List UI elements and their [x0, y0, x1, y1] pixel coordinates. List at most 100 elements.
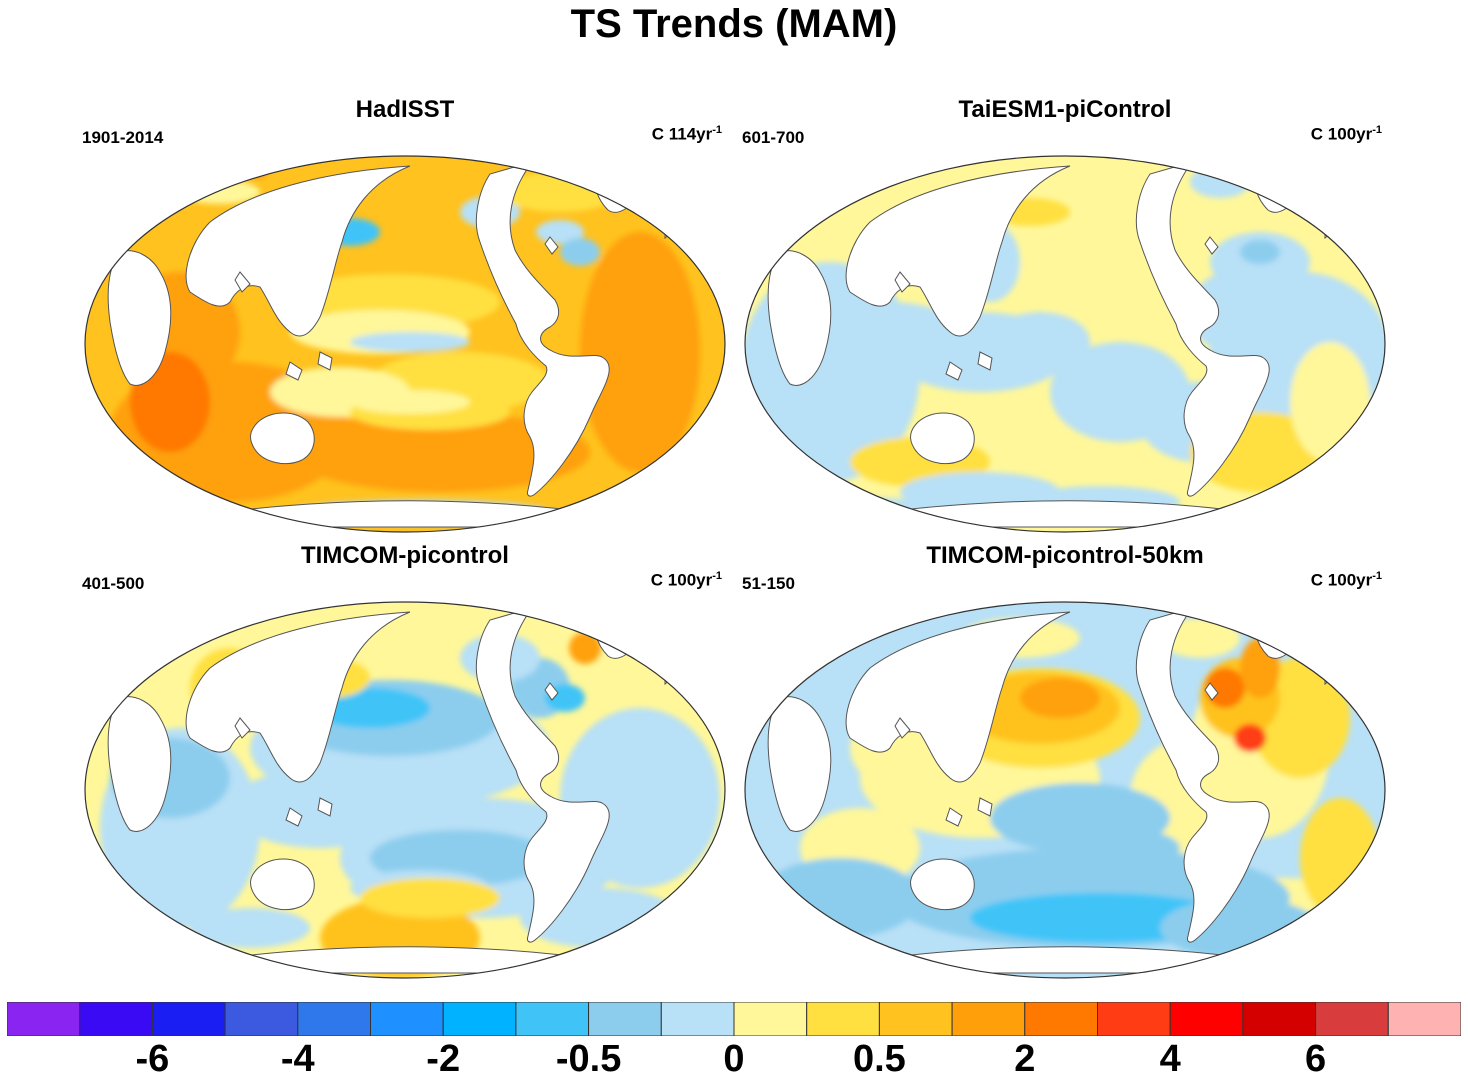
land-islandA — [317, 797, 333, 817]
panel-period: 401-500 — [82, 574, 145, 593]
world-map — [84, 601, 726, 979]
map-boundary — [744, 601, 1386, 979]
trend-contour — [360, 878, 500, 918]
colorbar-segment — [1169, 1002, 1244, 1036]
colorbar-segment — [79, 1002, 153, 1036]
colorbar-segment — [588, 1002, 662, 1036]
trend-contour — [1234, 724, 1266, 752]
panel-period: 601-700 — [742, 128, 805, 147]
ocean-field — [745, 602, 1385, 978]
trend-contour — [1190, 272, 1270, 352]
panel-title: TaiESM1-piControl — [958, 96, 1172, 123]
colorbar-tick-label: 0 — [723, 1038, 745, 1080]
trend-contour — [1160, 898, 1320, 958]
panel-period: 51-150 — [742, 574, 795, 593]
colorbar-tick-label: 0.5 — [852, 1038, 906, 1080]
trend-contour — [760, 858, 920, 938]
colorbar-segment — [1242, 1002, 1317, 1036]
land-islandD — [234, 717, 251, 739]
trend-contour — [350, 390, 470, 414]
map-boundary — [744, 155, 1386, 533]
figure-title: TS Trends (MAM) — [570, 2, 898, 46]
colorbar-segment — [806, 1002, 880, 1036]
colorbar-segment — [1024, 1002, 1098, 1036]
colorbar-segment — [370, 1002, 444, 1036]
trend-contour — [1300, 798, 1380, 918]
map-panel-taiesm1-picontrol: TaiESM1-piControl 601-700 C 100yr-1 — [740, 96, 1390, 536]
colorbar-segment — [7, 1002, 81, 1036]
colorbar-tick-label: 4 — [1159, 1038, 1181, 1080]
colorbar-segment — [442, 1002, 517, 1036]
trend-contour — [290, 412, 590, 492]
land-islandA — [317, 351, 333, 371]
colorbar-tick-label: -4 — [280, 1038, 315, 1080]
trend-contour — [630, 788, 710, 868]
land-africa — [107, 696, 172, 832]
ocean-field — [85, 156, 725, 532]
land-islandB — [285, 807, 303, 827]
trend-contour — [310, 688, 430, 728]
land-eurasia — [185, 165, 411, 337]
panel-title: HadISST — [355, 96, 455, 123]
trend-contour — [560, 238, 600, 266]
colorbar-segment — [1387, 1002, 1461, 1036]
panel-period: 1901-2014 — [82, 128, 164, 147]
map-boundary — [84, 601, 726, 979]
land-americas — [1135, 161, 1270, 497]
trend-contour — [1240, 240, 1280, 264]
world-map — [744, 601, 1386, 979]
trend-contour — [1205, 668, 1245, 708]
land-islandA — [977, 351, 993, 371]
land-islandC — [1204, 682, 1219, 701]
land-africa — [107, 250, 172, 386]
colorbar-segment — [1097, 1002, 1171, 1036]
colorbar-segment — [224, 1002, 299, 1036]
trend-contour — [1020, 678, 1100, 718]
map-panel-timcom-picontrol: TIMCOM-picontrol 401-500 C 100yr-1 — [80, 542, 730, 982]
panel-units: C 100yr-1 — [650, 570, 722, 590]
land-eurasia — [845, 165, 1071, 337]
land-africa — [767, 250, 832, 386]
trend-contour — [350, 332, 470, 352]
colorbar-tick-label: 2 — [1014, 1038, 1036, 1080]
land-australia — [250, 858, 315, 910]
trend-contour — [620, 277, 670, 327]
ocean-field — [745, 156, 1385, 532]
land-islandD — [894, 271, 911, 293]
ocean-field — [85, 602, 725, 978]
land-islandC — [1204, 236, 1219, 255]
land-islandB — [285, 361, 303, 381]
land-islandC — [544, 236, 559, 255]
world-map — [744, 155, 1386, 533]
colorbar-tick-label: -0.5 — [555, 1038, 622, 1080]
colorbar-tick-label: 6 — [1305, 1038, 1327, 1080]
colorbar-tick-label: -2 — [426, 1038, 461, 1080]
colorbar-segment — [515, 1002, 590, 1036]
panel-title: TIMCOM-picontrol-50km — [926, 542, 1204, 569]
land-americas — [1135, 607, 1270, 943]
land-islandC — [544, 682, 559, 701]
land-eurasia — [185, 611, 411, 783]
colorbar-segment — [660, 1002, 735, 1036]
trend-contour — [1020, 232, 1140, 312]
colorbar-segment — [733, 1002, 808, 1036]
panel-units: C 100yr-1 — [1310, 124, 1382, 144]
colorbar-segment — [297, 1002, 371, 1036]
trend-contour — [1060, 828, 1180, 868]
panel-units: C 114yr-1 — [651, 124, 722, 144]
colorbar-segment — [1315, 1002, 1389, 1036]
land-australia — [910, 858, 975, 910]
colorbar-segment — [951, 1002, 1026, 1036]
map-panel-timcom-picontrol-50km: TIMCOM-picontrol-50km 51-150 C 100yr-1 — [740, 542, 1390, 982]
colorbar-segment — [151, 1002, 226, 1036]
land-islandA — [977, 797, 993, 817]
land-australia — [250, 412, 315, 464]
trend-contour — [569, 632, 601, 664]
land-islandD — [234, 271, 251, 293]
colorbar-segment — [878, 1002, 953, 1036]
land-africa — [767, 696, 832, 832]
trend-contour — [190, 908, 310, 948]
land-americas — [475, 161, 610, 497]
land-americas — [475, 607, 610, 943]
trend-contour — [1190, 166, 1250, 198]
